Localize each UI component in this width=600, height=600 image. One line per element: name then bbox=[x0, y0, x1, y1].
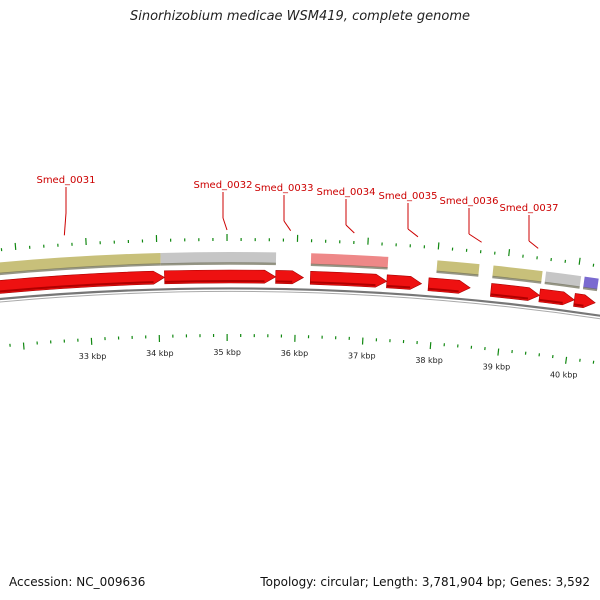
cds-arrow-shadow bbox=[490, 293, 529, 300]
feature-band-purple bbox=[583, 276, 599, 290]
feature-band-edge bbox=[160, 262, 276, 266]
cds-arrow-shadow bbox=[310, 281, 376, 287]
kbp-label: 39 kbp bbox=[483, 362, 511, 371]
gene-leader-line bbox=[528, 240, 539, 249]
gene-label: Smed_0036 bbox=[439, 196, 498, 207]
feature-band-olive bbox=[492, 265, 543, 283]
kbp-label: 37 kbp bbox=[348, 352, 376, 361]
gene-label: Smed_0037 bbox=[499, 203, 558, 214]
gene-leader-line bbox=[63, 212, 67, 236]
cds-arrow-shadow bbox=[164, 280, 265, 283]
inner-tick bbox=[565, 356, 568, 364]
feature-band-edge bbox=[544, 281, 580, 289]
kbp-label: 34 kbp bbox=[146, 349, 174, 358]
feature-band-gray bbox=[160, 251, 277, 264]
outer-tick bbox=[437, 242, 440, 250]
gene-leader-line bbox=[222, 217, 228, 231]
inner-tick bbox=[22, 342, 25, 350]
kbp-label: 33 kbp bbox=[79, 352, 107, 361]
outer-tick bbox=[14, 242, 17, 250]
cds-arrow-shadow bbox=[428, 287, 459, 293]
kbp-label: 36 kbp bbox=[281, 349, 309, 358]
gene-leader-line bbox=[468, 233, 482, 243]
feature-band-edge bbox=[582, 286, 598, 292]
feature-band-edge bbox=[0, 263, 161, 276]
accession-text: Accession: NC_009636 bbox=[9, 575, 146, 589]
outer-tick bbox=[508, 249, 511, 257]
kbp-label: 40 kbp bbox=[550, 371, 578, 380]
feature-band-edge bbox=[310, 263, 388, 270]
cds-arrow-shadow bbox=[538, 298, 563, 304]
kbp-label: 38 kbp bbox=[415, 356, 443, 365]
cds-arrow-shadow bbox=[0, 281, 154, 293]
feature-band-pink bbox=[310, 253, 389, 268]
cds-arrow-shadow bbox=[386, 284, 411, 289]
inner-tick bbox=[429, 342, 432, 350]
feature-band-edge bbox=[492, 275, 542, 284]
genome-summary-text: Topology: circular; Length: 3,781,904 bp… bbox=[260, 575, 590, 589]
gene-label: Smed_0032 bbox=[193, 180, 252, 191]
backbone-line-inner bbox=[0, 291, 600, 320]
feature-band-olive bbox=[0, 252, 161, 274]
kbp-label: 35 kbp bbox=[213, 348, 241, 357]
gene-label: Smed_0034 bbox=[316, 187, 375, 198]
outer-tick bbox=[578, 257, 581, 265]
gene-label: Smed_0031 bbox=[36, 175, 95, 186]
inner-tick bbox=[497, 348, 500, 356]
gene-leader-line bbox=[345, 224, 355, 234]
gene-leader-line bbox=[283, 220, 292, 231]
cds-arrow-shadow bbox=[573, 303, 584, 307]
map-title: Sinorhizobium medicae WSM419, complete g… bbox=[129, 9, 471, 24]
gene-label: Smed_0035 bbox=[378, 191, 437, 202]
gene-leader-line bbox=[407, 228, 419, 238]
cds-arrow bbox=[275, 270, 305, 285]
feature-band-olive bbox=[436, 260, 480, 276]
feature-band-edge bbox=[436, 270, 479, 277]
backbone-line bbox=[0, 287, 600, 317]
gene-label: Smed_0033 bbox=[254, 183, 313, 194]
